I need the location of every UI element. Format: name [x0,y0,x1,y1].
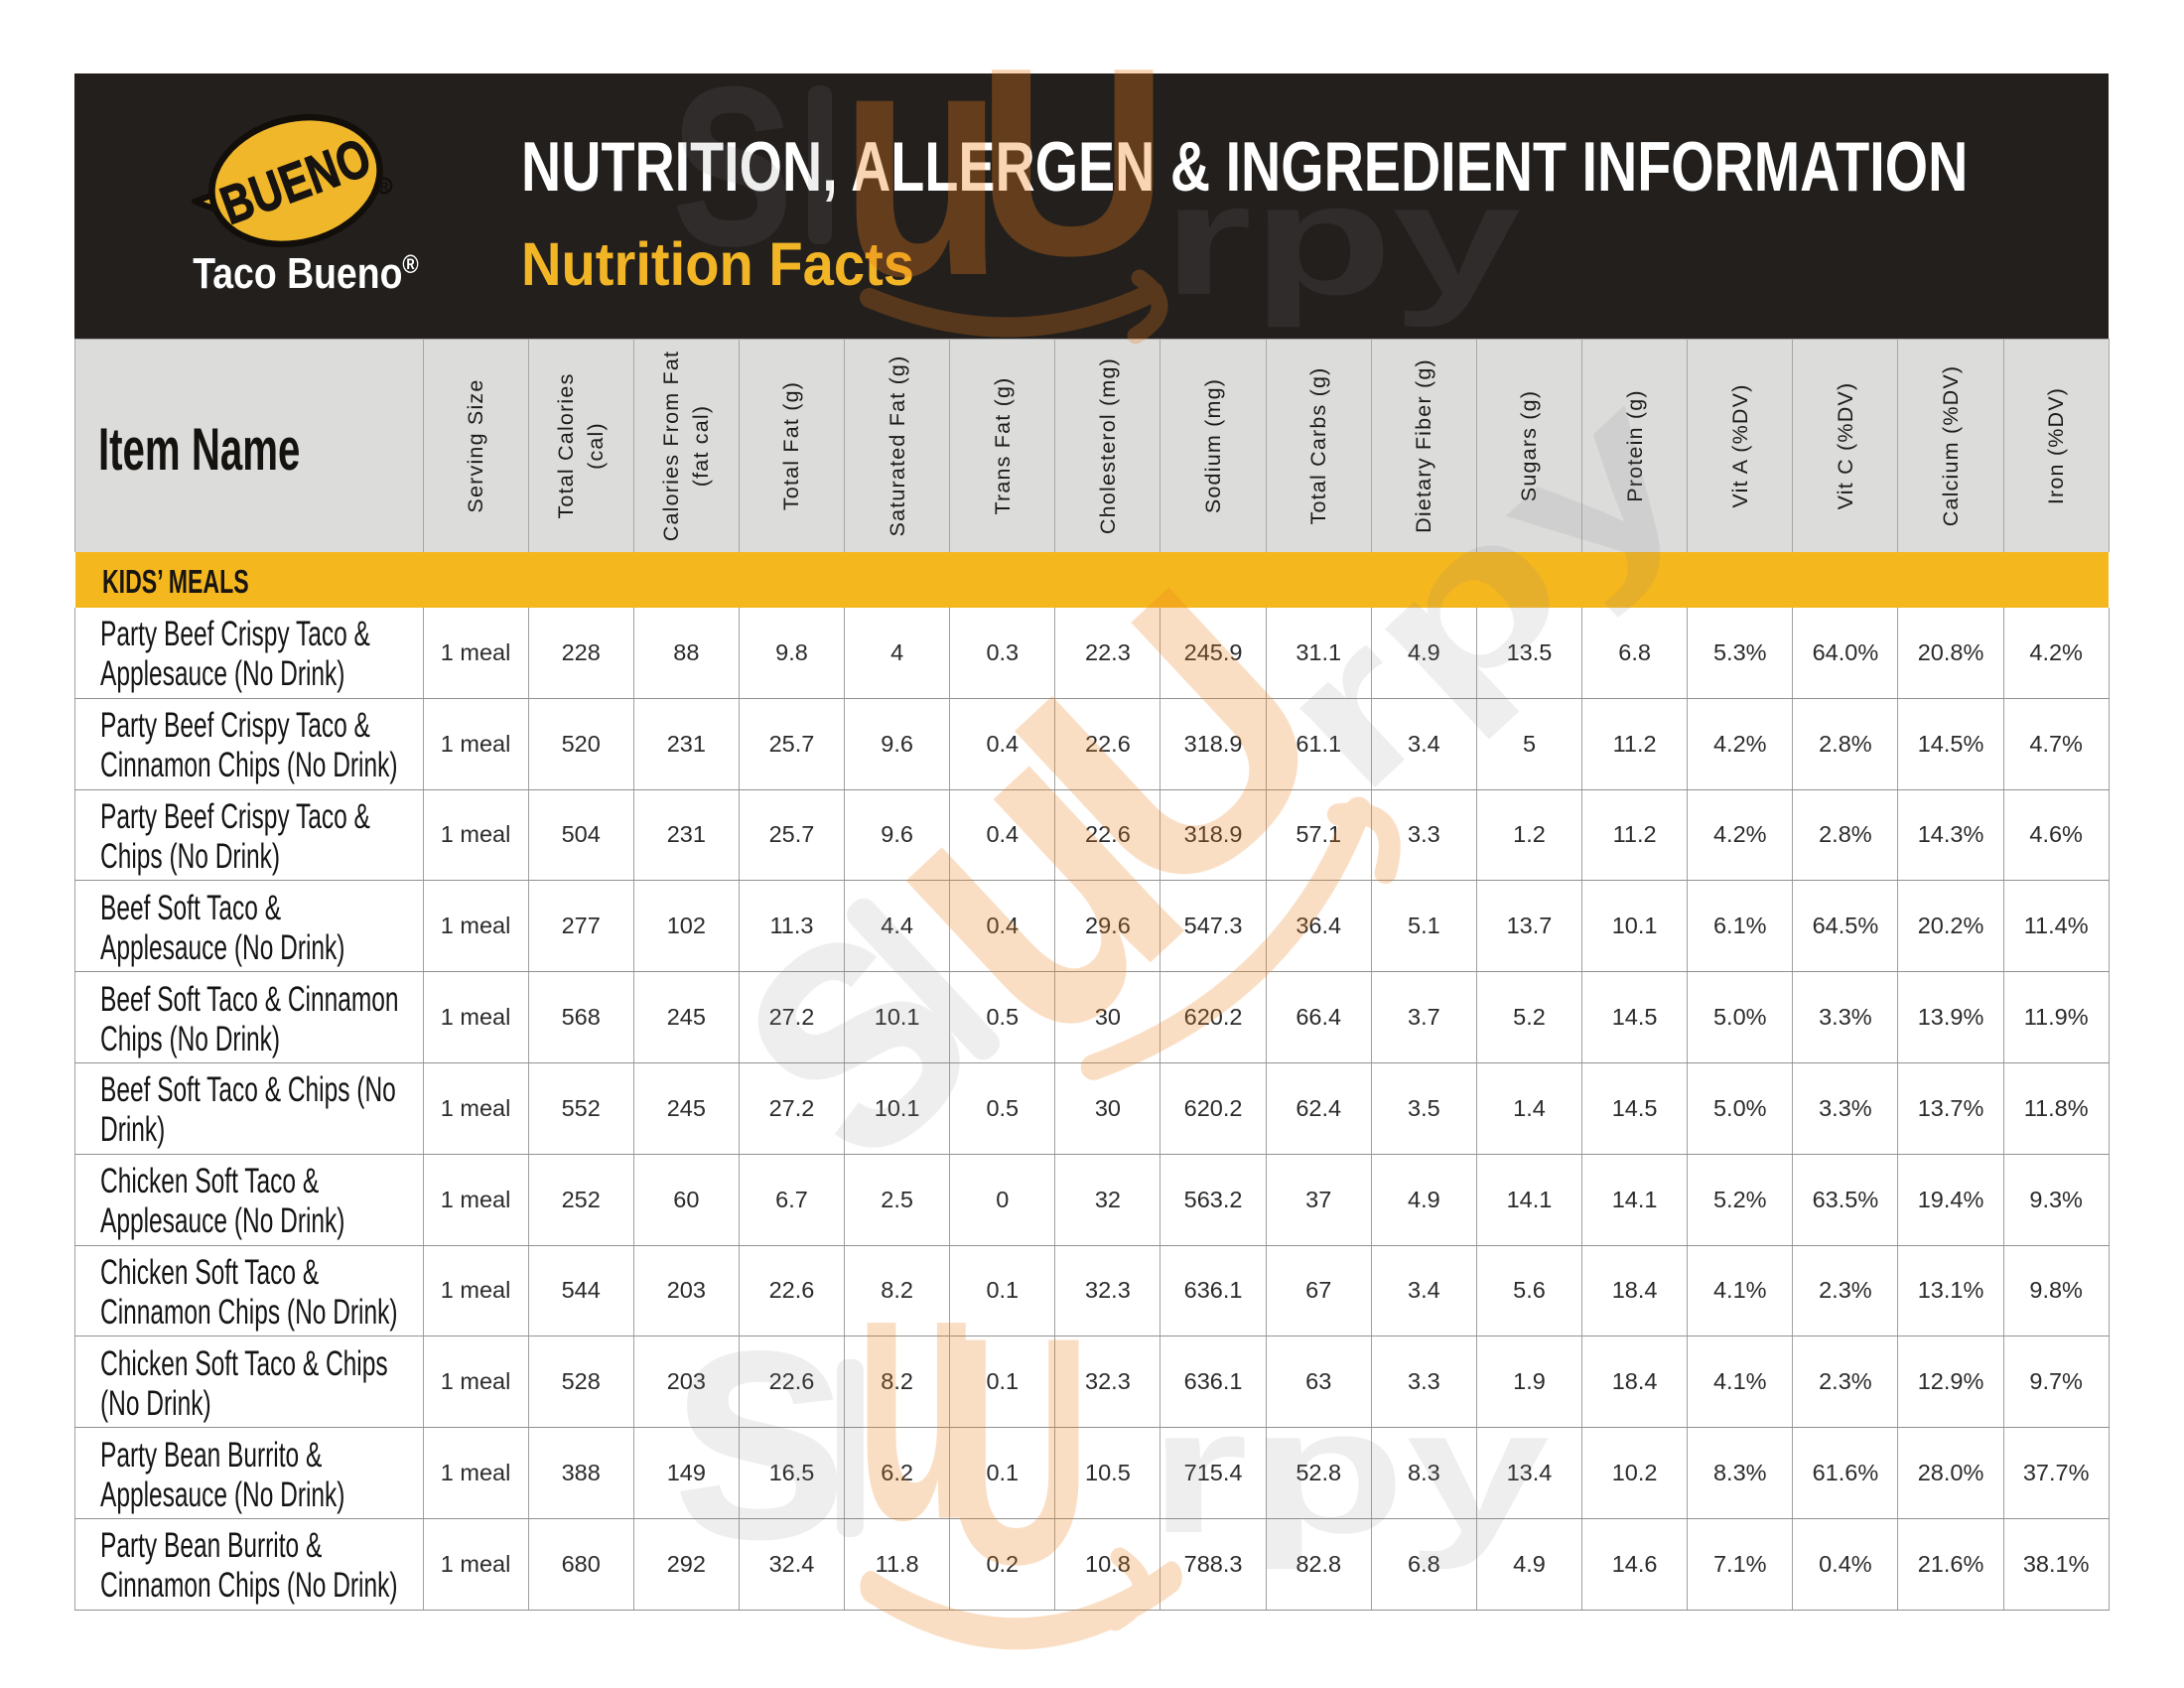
svg-text:Taco Bueno®: Taco Bueno® [193,248,419,298]
svg-text:R: R [380,182,389,194]
